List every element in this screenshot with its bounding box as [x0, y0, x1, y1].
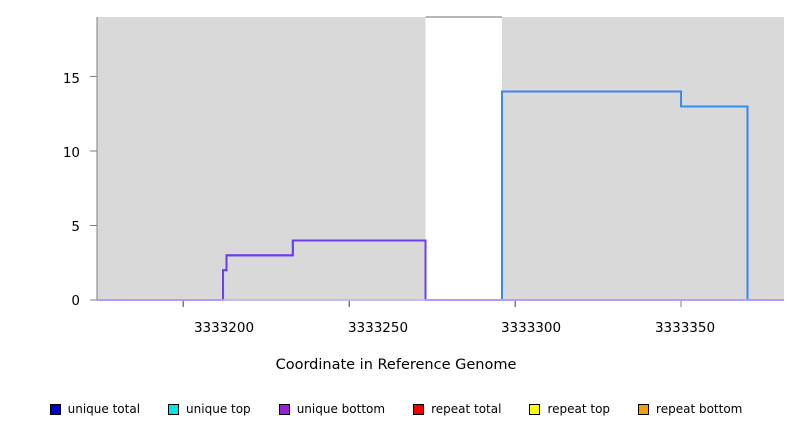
- x-tick-label-3333200: 3333200: [193, 320, 255, 336]
- legend-item-repeat-total: repeat total: [413, 402, 501, 416]
- legend-item-unique-total: unique total: [49, 402, 141, 416]
- y-tick-label-15: 15: [62, 71, 80, 87]
- legend-label: repeat top: [547, 402, 611, 416]
- y-tick-label-0: 0: [71, 293, 80, 309]
- x-axis-title: Coordinate in Reference Genome: [275, 357, 517, 373]
- x-tick-label-3333300: 3333300: [500, 320, 562, 336]
- legend-item-repeat-top: repeat top: [529, 402, 610, 416]
- y-tick-label-5: 5: [71, 219, 80, 235]
- legend-swatch-icon: [168, 403, 180, 415]
- legend-swatch-icon: [638, 403, 650, 415]
- series-block-unique-region: [222, 239, 427, 300]
- legend-swatch-icon: [278, 403, 290, 415]
- x-tick-label-3333350: 3333350: [654, 320, 716, 336]
- legend-label: unique bottom: [296, 402, 386, 416]
- series-block-repeat-region: [500, 90, 749, 300]
- legend-label: repeat total: [431, 402, 502, 416]
- legend-item-unique-bottom: unique bottom: [278, 402, 386, 416]
- shaded-region: [501, 17, 784, 300]
- legend-label: unique top: [186, 402, 251, 416]
- shaded-region: [97, 17, 426, 300]
- y-tick-label-10: 10: [62, 145, 80, 161]
- legend-swatch-icon: [49, 403, 61, 415]
- legend-item-repeat-bottom: repeat bottom: [638, 402, 742, 416]
- legend-label: repeat bottom: [656, 402, 743, 416]
- x-tick-label-3333250: 3333250: [347, 320, 409, 336]
- legend-label: unique total: [67, 402, 141, 416]
- legend-swatch-icon: [529, 403, 541, 415]
- legend-swatch-icon: [413, 403, 425, 415]
- chart-legend: unique total unique top unique bottom re…: [0, 398, 792, 420]
- legend-item-unique-top: unique top: [168, 402, 251, 416]
